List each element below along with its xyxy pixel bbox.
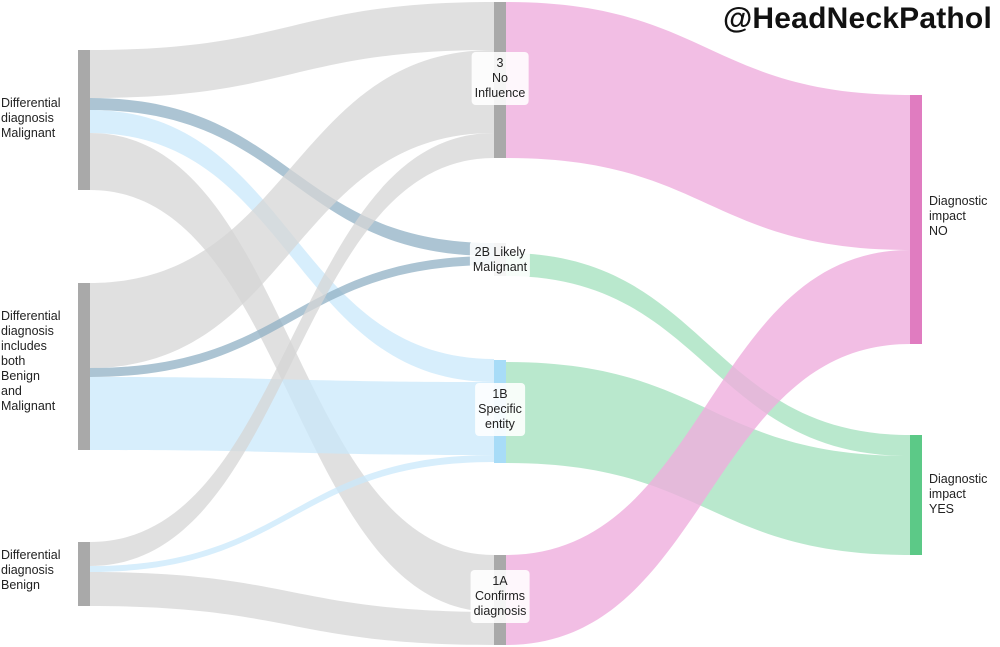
node-label-ddx-benign: Differential diagnosis Benign xyxy=(1,548,61,592)
link-likely-malignant-to-impact-yes xyxy=(506,253,910,456)
node-label-impact-yes: Diagnostic impact YES xyxy=(929,472,988,516)
sankey-node-bars xyxy=(78,2,922,645)
node-bar-ddx-benign xyxy=(78,542,90,606)
link-benign-to-confirms-diagnosis xyxy=(90,572,494,645)
node-label-no-influence: 3 No Influence xyxy=(471,52,529,105)
link-malignant-to-confirms-diagnosis xyxy=(90,133,494,612)
link-both-to-no-influence xyxy=(90,50,494,368)
node-bar-ddx-malignant xyxy=(78,50,90,190)
node-bar-ddx-both xyxy=(78,283,90,450)
link-benign-to-specific-entity xyxy=(90,455,494,572)
link-no-influence-to-impact-no xyxy=(506,2,910,250)
node-label-ddx-both: Differential diagnosis includes both Ben… xyxy=(1,309,61,413)
link-both-to-likely-malignant xyxy=(90,256,494,377)
watermark-handle: @HeadNeckPathol xyxy=(722,2,992,35)
node-label-confirms-diagnosis: 1A Confirms diagnosis xyxy=(470,570,530,623)
node-label-specific-entity: 1B Specific entity xyxy=(475,383,525,436)
node-bar-impact-yes xyxy=(910,435,922,555)
node-bar-impact-no xyxy=(910,95,922,344)
node-label-likely-malignant: 2B Likely Malignant xyxy=(469,241,531,279)
node-label-ddx-malignant: Differential diagnosis Malignant xyxy=(1,96,61,140)
link-benign-to-no-influence xyxy=(90,133,494,566)
sankey-links xyxy=(90,2,910,645)
link-confirms-diagnosis-to-impact-no xyxy=(506,250,910,645)
node-label-impact-no: Diagnostic impact NO xyxy=(929,194,988,238)
link-malignant-to-no-influence xyxy=(90,2,494,98)
link-both-to-specific-entity xyxy=(90,377,494,455)
